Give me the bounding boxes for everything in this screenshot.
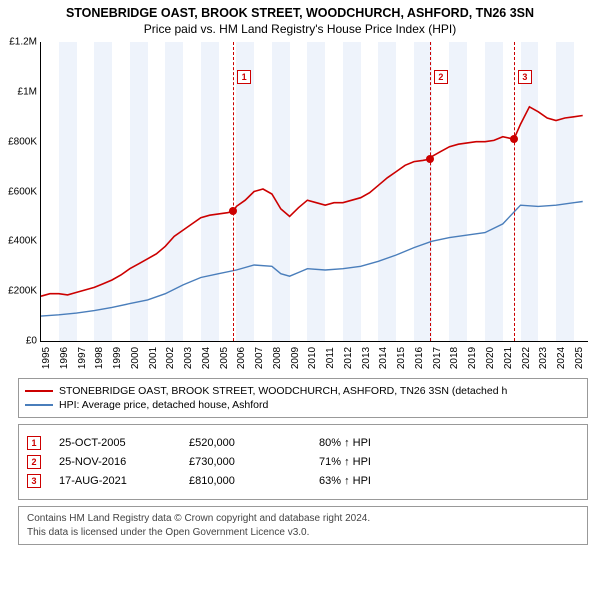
- x-tick-label: 2001: [148, 347, 159, 369]
- legend-row: HPI: Average price, detached house, Ashf…: [25, 399, 581, 411]
- x-tick-label: 2005: [219, 347, 230, 369]
- legend-row: STONEBRIDGE OAST, BROOK STREET, WOODCHUR…: [25, 385, 581, 397]
- footer-line1: Contains HM Land Registry data © Crown c…: [27, 512, 579, 526]
- x-tick-label: 1999: [112, 347, 123, 369]
- event-date: 17-AUG-2021: [59, 475, 189, 487]
- title-line1: STONEBRIDGE OAST, BROOK STREET, WOODCHUR…: [8, 6, 592, 20]
- x-tick-label: 2015: [396, 347, 407, 369]
- marker-dot: [229, 207, 237, 215]
- x-tick-label: 2025: [574, 347, 585, 369]
- x-tick-label: 2007: [254, 347, 265, 369]
- series-hpi: [41, 202, 583, 317]
- x-tick-label: 1998: [94, 347, 105, 369]
- x-tick-label: 2003: [183, 347, 194, 369]
- event-hpi: 63% ↑ HPI: [319, 475, 371, 487]
- title-line2: Price paid vs. HM Land Registry's House …: [8, 22, 592, 36]
- marker-number-box: 1: [237, 70, 251, 84]
- x-tick-label: 2018: [449, 347, 460, 369]
- legend-swatch: [25, 404, 53, 406]
- x-tick-label: 2010: [307, 347, 318, 369]
- x-tick-label: 2020: [485, 347, 496, 369]
- x-tick-label: 2008: [272, 347, 283, 369]
- event-hpi: 71% ↑ HPI: [319, 456, 371, 468]
- x-tick-label: 2021: [503, 347, 514, 369]
- y-tick-label: £400K: [1, 236, 37, 247]
- marker-vline: [514, 42, 515, 341]
- x-tick-label: 2019: [467, 347, 478, 369]
- marker-number-box: 2: [434, 70, 448, 84]
- events-table: 1 25-OCT-2005 £520,000 80% ↑ HPI 2 25-NO…: [18, 424, 588, 500]
- marker-badge: 3: [27, 474, 41, 488]
- event-price: £810,000: [189, 475, 319, 487]
- event-price: £730,000: [189, 456, 319, 468]
- x-tick-label: 2016: [414, 347, 425, 369]
- chart-title-block: STONEBRIDGE OAST, BROOK STREET, WOODCHUR…: [0, 0, 600, 38]
- table-row: 2 25-NOV-2016 £730,000 71% ↑ HPI: [27, 455, 579, 469]
- x-tick-label: 2013: [361, 347, 372, 369]
- x-tick-label: 2009: [290, 347, 301, 369]
- x-tick-label: 2012: [343, 347, 354, 369]
- event-price: £520,000: [189, 437, 319, 449]
- series-property: [41, 107, 583, 296]
- line-series-svg: [41, 42, 588, 341]
- event-date: 25-OCT-2005: [59, 437, 189, 449]
- marker-dot: [510, 135, 518, 143]
- legend: STONEBRIDGE OAST, BROOK STREET, WOODCHUR…: [18, 378, 588, 418]
- table-row: 3 17-AUG-2021 £810,000 63% ↑ HPI: [27, 474, 579, 488]
- x-tick-label: 2024: [556, 347, 567, 369]
- x-tick-label: 2014: [378, 347, 389, 369]
- x-tick-label: 1997: [77, 347, 88, 369]
- x-tick-label: 1996: [59, 347, 70, 369]
- legend-swatch: [25, 390, 53, 392]
- x-tick-label: 2022: [521, 347, 532, 369]
- y-tick-label: £200K: [1, 286, 37, 297]
- marker-badge: 1: [27, 436, 41, 450]
- legend-label: STONEBRIDGE OAST, BROOK STREET, WOODCHUR…: [59, 385, 507, 397]
- footer-line2: This data is licensed under the Open Gov…: [27, 526, 579, 540]
- x-tick-label: 2006: [236, 347, 247, 369]
- plot-surface: 1 2 3: [41, 42, 588, 341]
- x-tick-label: 1995: [41, 347, 52, 369]
- y-tick-label: £0: [1, 336, 37, 347]
- footer: Contains HM Land Registry data © Crown c…: [18, 506, 588, 545]
- x-tick-label: 2017: [432, 347, 443, 369]
- x-tick-label: 2023: [538, 347, 549, 369]
- event-date: 25-NOV-2016: [59, 456, 189, 468]
- x-tick-label: 2002: [165, 347, 176, 369]
- x-tick-label: 2011: [325, 347, 336, 369]
- table-row: 1 25-OCT-2005 £520,000 80% ↑ HPI: [27, 436, 579, 450]
- chart-area: 123 £0£200K£400K£600K£800K£1M£1.2M199519…: [40, 42, 588, 342]
- marker-number-box: 3: [518, 70, 532, 84]
- y-tick-label: £1.2M: [1, 37, 37, 48]
- x-tick-label: 2000: [130, 347, 141, 369]
- marker-vline: [430, 42, 431, 341]
- legend-label: HPI: Average price, detached house, Ashf…: [59, 399, 268, 411]
- marker-dot: [426, 155, 434, 163]
- y-tick-label: £800K: [1, 136, 37, 147]
- x-tick-label: 2004: [201, 347, 212, 369]
- y-tick-label: £600K: [1, 186, 37, 197]
- marker-badge: 2: [27, 455, 41, 469]
- y-tick-label: £1M: [1, 86, 37, 97]
- marker-vline: [233, 42, 234, 341]
- event-hpi: 80% ↑ HPI: [319, 437, 371, 449]
